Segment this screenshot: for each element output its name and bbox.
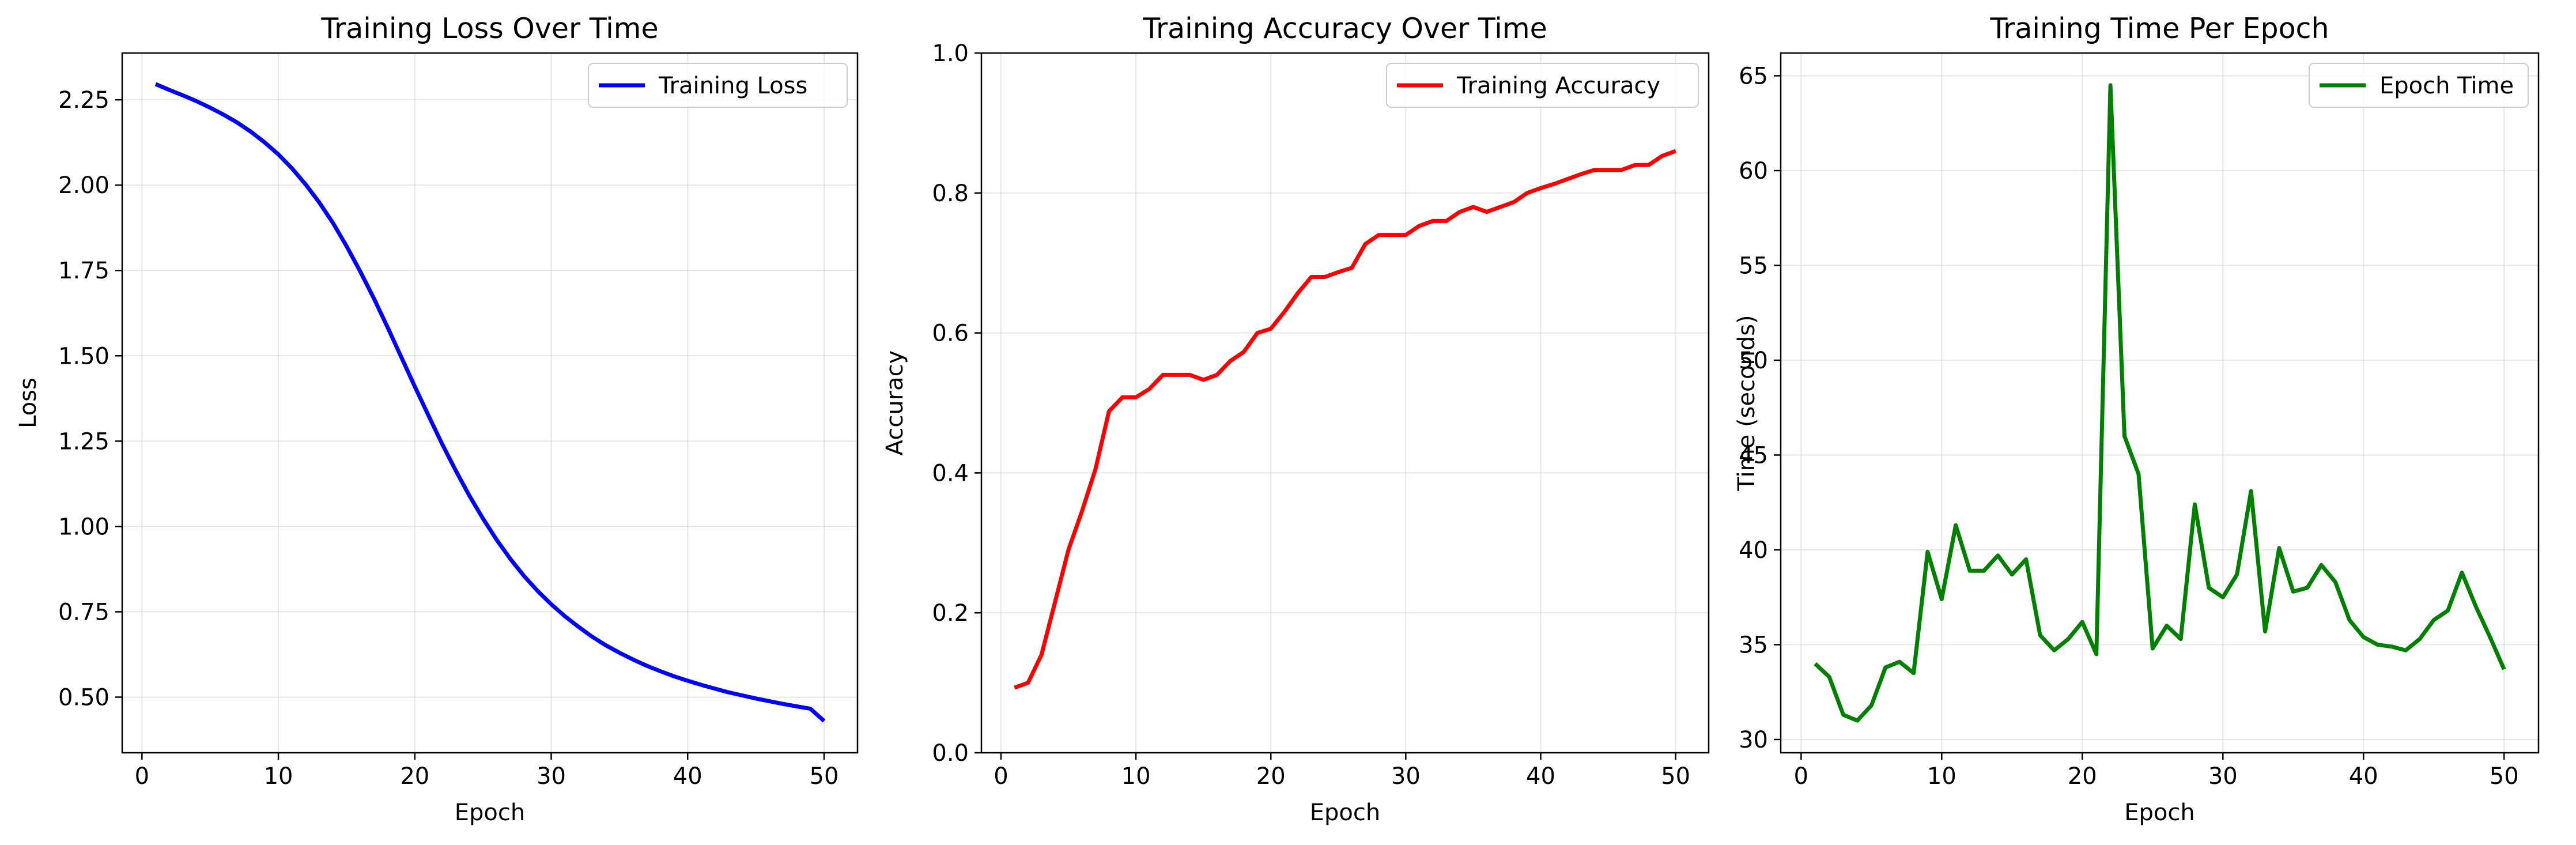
accuracy-chart-panel: 0 10 20 30 40 50 0.0 0.2 0.4 0.6 0.8 1.0 Training Ac… [882,12,1710,826]
accuracy-xtick-label: 30 [1391,763,1421,790]
loss-ytick-label: 0.75 [58,599,109,625]
accuracy-xtick-label: 20 [1256,763,1286,790]
loss-ytick-label: 0.50 [58,684,109,711]
accuracy-legend-box [1386,63,1699,108]
time-xtick-label: 0 [1794,763,1808,790]
accuracy-ytick-label: 0.0 [932,740,969,767]
loss-ytick-label: 1.50 [58,343,109,369]
loss-legend-label: Training Loss [658,73,807,99]
loss-xtick-label: 30 [537,763,566,790]
loss-axes-frame [121,52,859,754]
accuracy-ytick-label: 0.8 [932,180,969,207]
loss-ytick-label: 2.00 [58,172,109,199]
loss-xtick-label: 10 [264,763,293,790]
accuracy-series-line [1014,149,1676,690]
loss-xtick-label: 20 [400,763,429,790]
time-xtick-label: 30 [2208,763,2238,790]
time-x-axis-label: Epoch [2124,799,2194,826]
accuracy-ytick-label: 0.4 [932,460,969,486]
time-legend: Epoch Time [2309,63,2529,108]
loss-series-line [154,82,826,723]
time-ytick-label: 40 [1739,537,1768,564]
time-xtick-label: 10 [1927,763,1956,790]
loss-y-axis-label: Loss [15,378,41,428]
loss-chart-title: Training Loss Over Time [320,12,658,45]
time-ytick-label: 60 [1739,158,1768,184]
accuracy-xtick-label: 50 [1661,763,1690,790]
accuracy-y-axis-label: Accuracy [882,350,908,456]
time-ytick-label: 45 [1739,442,1768,469]
time-series-line [1814,83,2506,723]
time-xtick-label: 20 [2068,763,2097,790]
time-ytick-label: 30 [1739,727,1768,753]
accuracy-legend: Training Accuracy [1386,63,1699,108]
loss-xtick-label: 50 [810,763,839,790]
time-ytick-label: 65 [1739,63,1768,89]
accuracy-axes-frame [980,52,1710,754]
time-chart-title: Training Time Per Epoch [1989,12,2329,45]
time-y-axis-label: Time (seconds) [1733,315,1760,491]
loss-legend: Training Loss [588,63,848,108]
time-chart-panel: 0 10 20 30 40 50 30 35 40 45 50 55 60 65 Training Time… [1733,12,2540,826]
time-axes-frame [1780,52,2540,754]
time-xtick-label: 50 [2490,763,2519,790]
time-ytick-label: 35 [1739,632,1768,658]
loss-xtick-label: 40 [673,763,702,790]
time-legend-label: Epoch Time [2379,73,2514,99]
accuracy-chart-title: Training Accuracy Over Time [1142,12,1547,45]
time-xtick-label: 40 [2349,763,2378,790]
time-ytick-label: 55 [1739,252,1768,279]
loss-ytick-label: 1.00 [58,514,109,540]
loss-x-axis-label: Epoch [455,799,525,826]
accuracy-xtick-label: 0 [994,763,1008,790]
accuracy-ytick-label: 0.2 [932,600,969,627]
loss-ytick-label: 1.75 [58,258,109,284]
accuracy-xtick-label: 40 [1526,763,1555,790]
loss-ytick-label: 2.25 [58,87,109,114]
accuracy-ytick-label: 0.6 [932,320,969,347]
time-legend-box [2309,63,2529,108]
accuracy-x-axis-label: Epoch [1310,799,1380,826]
loss-chart-panel: 0 10 20 30 40 50 0.50 0.75 1.00 1.25 1.50 1.75 2.00 2… [15,12,859,826]
loss-xtick-label: 0 [135,763,149,790]
loss-legend-box [588,63,848,108]
time-ytick-label: 50 [1739,348,1768,374]
accuracy-ytick-label: 1.0 [932,40,969,67]
accuracy-legend-label: Training Accuracy [1456,73,1660,99]
loss-ytick-label: 1.25 [58,428,109,455]
accuracy-xtick-label: 10 [1121,763,1151,790]
